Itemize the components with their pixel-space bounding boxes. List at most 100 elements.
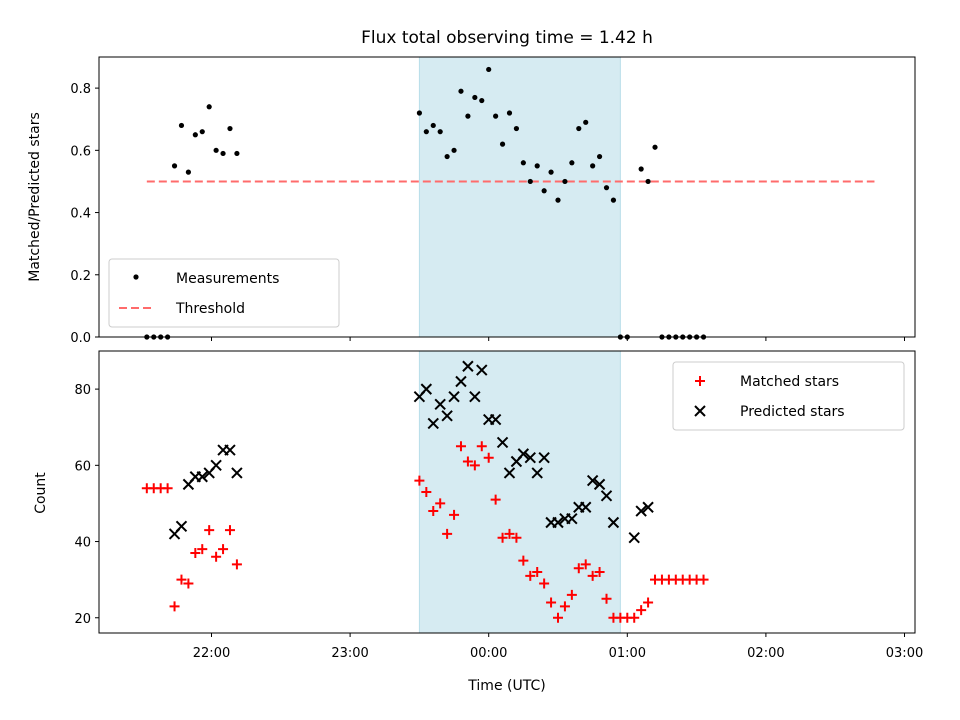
matched-star-point bbox=[176, 574, 187, 585]
measurement-point bbox=[645, 178, 651, 185]
matched-star-point bbox=[197, 544, 208, 555]
measurement-point bbox=[444, 153, 450, 160]
measurement-point bbox=[423, 129, 429, 135]
measurement-point bbox=[227, 125, 233, 132]
measurement-point bbox=[527, 178, 533, 185]
bottom-x-tick-label: 01:00 bbox=[609, 646, 646, 661]
matched-star-point bbox=[594, 567, 605, 578]
measurement-point bbox=[506, 110, 513, 116]
predicted-star-point bbox=[476, 364, 488, 376]
measurement-point bbox=[534, 163, 540, 169]
predicted-star-point bbox=[196, 471, 208, 483]
top-y-tick-label: 0.0 bbox=[70, 331, 91, 346]
measurement-point bbox=[596, 153, 603, 160]
predicted-star-point bbox=[224, 444, 236, 456]
predicted-star-point bbox=[531, 467, 543, 479]
measurement-point bbox=[562, 178, 568, 185]
predicted-star-point bbox=[642, 501, 654, 513]
matched-star-point bbox=[421, 487, 432, 497]
predicted-star-point bbox=[441, 410, 453, 422]
bottom-legend bbox=[672, 361, 905, 431]
measurement-point bbox=[437, 129, 443, 135]
measurement-point bbox=[583, 119, 589, 125]
measurement-point bbox=[486, 66, 492, 73]
top-legend-label: Threshold bbox=[175, 301, 245, 317]
measurement-point bbox=[603, 185, 610, 191]
matched-star-point bbox=[483, 452, 494, 463]
measurement-point bbox=[465, 113, 471, 119]
matched-star-point bbox=[587, 570, 598, 581]
matched-star-point bbox=[183, 578, 194, 589]
measurement-point bbox=[493, 113, 499, 119]
measurement-point bbox=[499, 141, 506, 147]
matched-star-point bbox=[525, 570, 536, 581]
measurement-point bbox=[185, 169, 191, 175]
top-y-tick-label: 0.4 bbox=[70, 207, 91, 222]
bottom-panel: 20 40 60 80 22:00 23:00 00:00 01:00 02:00 03:00 Ma… bbox=[74, 350, 923, 661]
predicted-star-point bbox=[607, 516, 620, 529]
measurement-point bbox=[520, 160, 526, 166]
matched-star-point bbox=[636, 605, 647, 616]
matched-star-point bbox=[497, 532, 508, 543]
predicted-star-point bbox=[524, 451, 536, 464]
bottom-x-tick-label: 03:00 bbox=[886, 646, 923, 661]
matched-star-point bbox=[204, 525, 215, 536]
bottom-legend-label: Matched stars bbox=[740, 374, 839, 390]
bottom-y-tick-label: 20 bbox=[74, 612, 91, 627]
matched-star-point bbox=[566, 589, 577, 600]
measurement-point bbox=[610, 197, 617, 203]
bottom-axes-frame bbox=[98, 350, 916, 634]
measurement-point bbox=[590, 163, 596, 169]
legend-predicted-marker bbox=[694, 405, 706, 417]
predicted-star-point bbox=[210, 459, 222, 472]
matched-star-point bbox=[601, 593, 612, 604]
predicted-star-point bbox=[462, 360, 474, 372]
chart-title: Flux total observing time = 1.42 h bbox=[361, 28, 653, 48]
predicted-star-point bbox=[552, 516, 564, 529]
measurement-point bbox=[638, 166, 644, 172]
top-y-tick-label: 0.6 bbox=[70, 144, 91, 159]
measurement-point bbox=[206, 104, 212, 110]
top-axes-frame bbox=[98, 56, 916, 338]
measurement-point bbox=[576, 125, 582, 132]
measurement-point bbox=[430, 122, 436, 129]
matched-star-point bbox=[442, 528, 453, 539]
top-y-axis-label: Matched/Predicted stars bbox=[27, 112, 43, 282]
matched-star-point bbox=[469, 460, 480, 471]
top-y-tick-label: 0.8 bbox=[70, 82, 91, 97]
bottom-legend-label: Predicted stars bbox=[740, 404, 845, 420]
top-y-tick-label: 0.2 bbox=[70, 269, 91, 284]
predicted-star-point bbox=[586, 474, 599, 487]
measurement-point bbox=[513, 125, 520, 132]
matched-star-point bbox=[629, 612, 640, 623]
matched-star-point bbox=[162, 483, 173, 494]
matched-star-point bbox=[224, 525, 235, 536]
measurement-point bbox=[199, 129, 205, 135]
matched-star-point bbox=[643, 597, 654, 608]
predicted-star-point bbox=[566, 512, 578, 525]
matched-star-point bbox=[414, 475, 425, 486]
predicted-star-point bbox=[538, 451, 550, 464]
predicted-star-point bbox=[448, 391, 460, 403]
matched-star-point bbox=[518, 555, 529, 566]
matched-star-point bbox=[553, 612, 563, 623]
measurement-point bbox=[178, 122, 185, 129]
matched-star-point bbox=[573, 563, 584, 574]
matched-star-point bbox=[511, 532, 522, 543]
predicted-star-point bbox=[600, 490, 613, 502]
matched-star-point bbox=[546, 597, 557, 608]
matched-star-point bbox=[449, 509, 460, 520]
measurement-point bbox=[192, 132, 198, 138]
x-axis-label: Time (UTC) bbox=[467, 678, 545, 694]
measurement-point bbox=[652, 144, 658, 150]
matched-star-point bbox=[504, 528, 515, 539]
matched-star-point bbox=[532, 567, 543, 578]
measurement-point bbox=[451, 147, 457, 153]
predicted-star-point bbox=[503, 467, 516, 479]
predicted-star-point bbox=[628, 532, 640, 544]
predicted-star-point bbox=[231, 467, 243, 479]
matched-star-point bbox=[559, 601, 570, 612]
predicted-star-point bbox=[517, 448, 530, 460]
bottom-x-tick-label: 02:00 bbox=[747, 646, 784, 661]
bottom-y-tick-label: 40 bbox=[74, 536, 91, 551]
